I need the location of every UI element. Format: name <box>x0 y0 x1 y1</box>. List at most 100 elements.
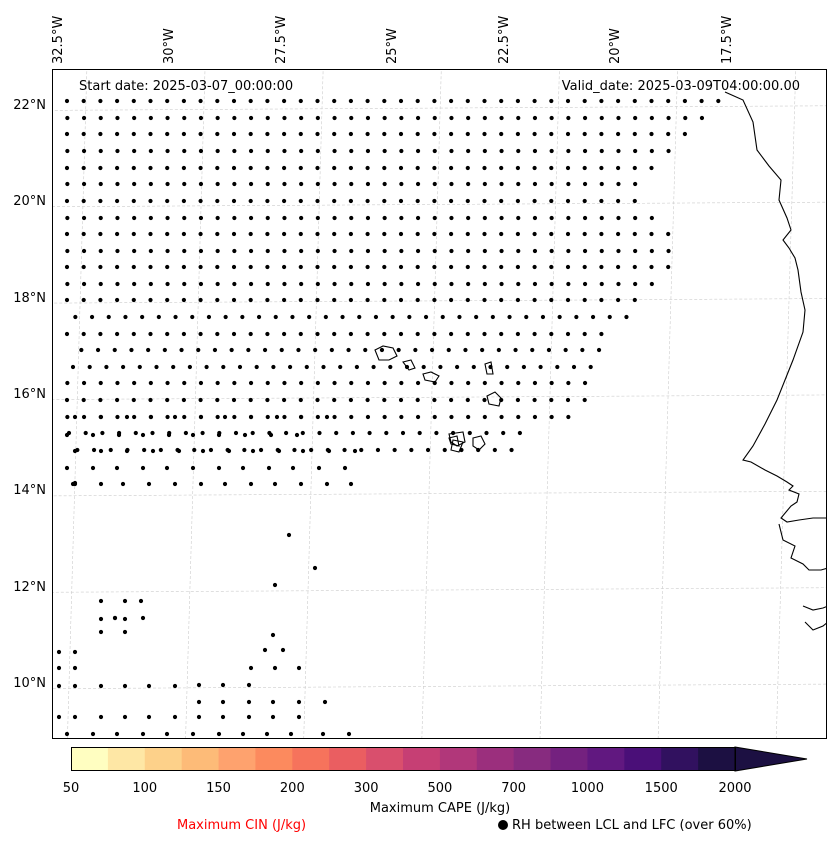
rh-dot <box>363 347 368 353</box>
rh-dot <box>56 665 62 671</box>
rh-dot <box>482 414 487 420</box>
rh-dot <box>332 414 337 420</box>
rh-dot <box>371 364 376 370</box>
rh-dot <box>248 281 254 287</box>
rh-dot <box>220 682 226 688</box>
rh-dot <box>699 115 705 121</box>
rh-dot <box>129 347 134 353</box>
rh-dot <box>565 264 571 270</box>
rh-dot <box>215 198 220 204</box>
colorbar-segment <box>181 747 220 771</box>
rh-dot <box>81 215 87 221</box>
rh-dot <box>515 297 520 303</box>
rh-dot <box>399 380 404 386</box>
rh-dot <box>399 414 404 420</box>
rh-dot <box>532 380 538 386</box>
meridian-gridline <box>303 70 324 738</box>
rh-dot <box>373 314 379 320</box>
rh-dot <box>181 98 186 104</box>
rh-dot <box>415 281 421 287</box>
rh-dot <box>173 314 178 320</box>
rh-dot <box>132 215 137 221</box>
rh-dot <box>666 148 671 154</box>
parallel-gridline <box>53 491 826 497</box>
rh-dot <box>198 215 204 221</box>
rh-dot <box>182 248 187 254</box>
rh-dot <box>232 380 237 386</box>
rh-dot <box>298 264 303 270</box>
rh-dot <box>507 314 512 320</box>
rh-dot <box>516 414 521 420</box>
rh-dot <box>421 364 426 370</box>
rh-dot <box>282 231 287 237</box>
rh-dot <box>315 248 320 254</box>
colorbar-segment <box>107 747 146 771</box>
rh-dot <box>382 198 387 204</box>
rh-dot <box>466 148 471 154</box>
meridian-gridline <box>67 70 88 738</box>
rh-dot <box>565 98 571 104</box>
rh-dot <box>265 281 270 287</box>
rh-dot <box>65 181 70 187</box>
rh-dot <box>248 115 254 121</box>
rh-dot <box>566 115 571 121</box>
rh-dot <box>122 629 128 635</box>
rh-dot <box>390 314 395 320</box>
rh-dot <box>563 347 568 353</box>
rh-dot <box>499 165 504 171</box>
rh-dot <box>270 699 276 705</box>
rh-dot <box>282 297 287 303</box>
rh-dot <box>465 165 470 171</box>
rh-dot <box>150 430 155 436</box>
rh-dot <box>165 297 170 303</box>
rh-dot <box>115 248 120 254</box>
rh-dot <box>56 649 62 655</box>
rh-dot <box>365 264 370 270</box>
rh-dot <box>215 264 220 270</box>
rh-dot <box>165 248 170 254</box>
rh-dot <box>198 231 203 237</box>
rh-dot <box>505 364 510 370</box>
rh-dot <box>65 215 70 221</box>
rh-dot <box>359 447 364 453</box>
rh-dot <box>449 215 454 221</box>
rh-dot <box>248 98 253 104</box>
rh-dot <box>299 181 304 187</box>
rh-dot <box>198 331 203 337</box>
colorbar-segment <box>439 747 478 771</box>
rh-dot <box>284 430 289 436</box>
rh-dot <box>115 98 120 104</box>
rh-dot <box>262 647 268 653</box>
rh-dot <box>616 148 621 154</box>
rh-dot <box>248 165 253 171</box>
colorbar-segment <box>550 747 588 771</box>
rh-dot <box>131 264 136 270</box>
rh-dot <box>56 714 62 720</box>
rh-dot <box>73 314 78 320</box>
rh-dot <box>294 432 300 438</box>
colorbar-label: Maximum CAPE (J/kg) <box>369 801 511 816</box>
rh-dot <box>425 447 431 453</box>
colorbar-segment <box>292 747 330 771</box>
rh-dot <box>449 181 454 187</box>
rh-dot <box>632 131 637 137</box>
rh-dot <box>449 248 454 254</box>
rh-dot <box>90 731 96 737</box>
rh-dot <box>582 297 587 303</box>
rh-dot <box>382 397 387 403</box>
rh-dot <box>98 331 103 337</box>
rh-dot <box>148 231 153 237</box>
rh-dot <box>557 314 562 320</box>
island-sao-nicolau <box>422 371 440 383</box>
rh-dot <box>515 264 520 270</box>
rh-dot <box>465 331 470 337</box>
rh-dot <box>382 98 387 104</box>
rh-dot <box>232 181 237 187</box>
rh-dot <box>315 331 320 337</box>
rh-dot <box>165 165 170 171</box>
island-sal <box>484 361 494 375</box>
rh-dot <box>198 397 203 403</box>
rh-dot <box>154 364 159 370</box>
rh-dot <box>98 414 104 420</box>
rh-dot <box>221 364 226 370</box>
